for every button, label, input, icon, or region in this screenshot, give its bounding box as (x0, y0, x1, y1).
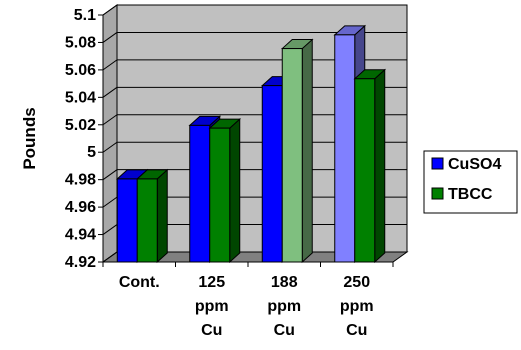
gridline-side (102, 59, 118, 71)
y-tick-label: 4.98 (65, 172, 96, 189)
x-tick-label: ppm (195, 298, 229, 315)
y-axis: 4.92 4.94 4.96 4.98 5 5.02 5.04 5.06 5.08 5.1 (65, 7, 104, 271)
gridline-side (102, 4, 118, 16)
bar-tbcc-1 (208, 118, 242, 264)
y-axis-title: Pounds (20, 107, 39, 169)
gridline-side (102, 251, 118, 263)
y-tick-label: 4.94 (65, 227, 96, 244)
legend-label-tbcc: TBCC (448, 186, 493, 203)
legend-swatch-cuso4 (431, 157, 444, 170)
y-tick-label: 4.92 (65, 254, 96, 271)
gridline-side (102, 114, 118, 126)
y-tick-label: 5.08 (65, 34, 96, 51)
gridline-side (102, 32, 118, 43)
bar-tbcc-2 (280, 38, 314, 264)
gridline-side (102, 224, 118, 235)
legend-label-cuso4: CuSO4 (448, 156, 501, 173)
x-tick-label: 188 (271, 274, 298, 291)
gridline-side (102, 86, 118, 98)
y-tick-label: 5.1 (74, 7, 96, 24)
x-tick-label: Cu (274, 322, 295, 339)
y-tick-label: 5.02 (65, 117, 96, 134)
y-tick-label: 5.06 (65, 62, 96, 79)
y-tick-label: 5 (87, 144, 96, 161)
legend-swatch-tbcc (431, 187, 444, 200)
x-tick-label: ppm (340, 298, 374, 315)
bar-tbcc-3 (353, 68, 387, 264)
gridline-side (102, 169, 118, 181)
x-tick-label: Cu (346, 322, 367, 339)
y-axis-title-text: Pounds (20, 107, 39, 169)
legend: CuSO4 TBCC (423, 150, 518, 214)
x-axis: Cont. 125 ppm Cu 188 ppm Cu 250 ppm Cu (102, 261, 394, 339)
x-tick-label: 250 (343, 274, 370, 291)
x-tick-label: Cont. (119, 274, 160, 291)
gridline-side (102, 196, 118, 208)
x-tick-label: 125 (198, 274, 225, 291)
x-tick-label: ppm (267, 298, 301, 315)
gridline-side (102, 141, 118, 153)
y-tick-label: 5.04 (65, 89, 96, 106)
side-wall (102, 4, 118, 263)
bar-tbcc-0 (135, 168, 169, 264)
y-tick-label: 4.96 (65, 199, 96, 216)
bars (115, 24, 387, 264)
x-tick-label: Cu (201, 322, 222, 339)
